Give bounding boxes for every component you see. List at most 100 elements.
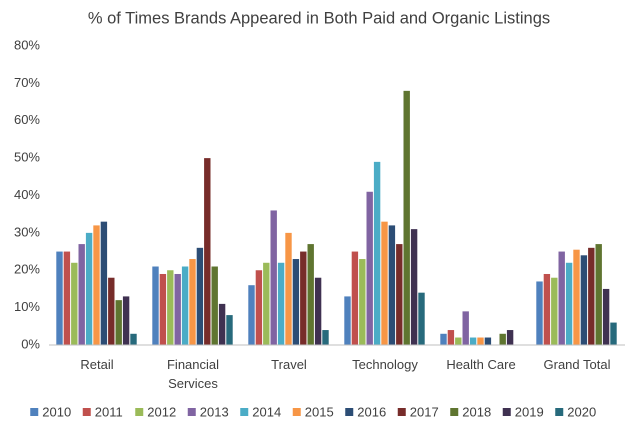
x-tick-label: Travel (271, 357, 307, 372)
x-tick-label: Financial Services (166, 357, 220, 391)
bar (85, 232, 93, 345)
bar (314, 277, 322, 345)
legend-swatch (82, 408, 91, 416)
y-tick-label: 80% (14, 37, 40, 52)
bar (218, 303, 226, 345)
bar (558, 251, 565, 345)
legend-swatch (450, 408, 459, 416)
bar (381, 221, 388, 345)
bar (366, 191, 373, 345)
bar (277, 262, 285, 345)
legend-label: 2020 (567, 404, 596, 419)
bar (307, 244, 314, 345)
legend-label: 2013 (200, 404, 229, 419)
chart-title: % of Times Brands Appeared in Both Paid … (88, 9, 550, 27)
bar (226, 315, 233, 345)
bar (351, 251, 359, 345)
bar (565, 262, 573, 345)
legend-label: 2018 (462, 404, 491, 419)
bar (499, 333, 506, 345)
bar (100, 221, 108, 345)
bar (610, 322, 617, 345)
bar (63, 251, 71, 345)
y-tick-label: 70% (14, 75, 40, 90)
bar (396, 244, 403, 345)
bar (130, 333, 137, 345)
legend-label: 2019 (515, 404, 544, 419)
bar (181, 266, 189, 345)
bar (285, 232, 292, 345)
bar (573, 249, 580, 345)
bar (196, 247, 204, 345)
legend-swatch (397, 408, 406, 416)
bar (506, 330, 514, 345)
x-tick-label: Health Care (446, 357, 516, 372)
legend-label: 2014 (252, 404, 281, 419)
bar (580, 255, 588, 345)
legend-swatch (135, 408, 144, 416)
bar (56, 251, 63, 345)
bar (322, 330, 329, 345)
bar (410, 229, 418, 345)
bar (536, 281, 543, 345)
bar (300, 251, 307, 345)
bar (477, 337, 484, 345)
bar (588, 247, 595, 345)
bar (543, 273, 551, 345)
legend-label: 2017 (410, 404, 439, 419)
legend-swatch (240, 408, 249, 416)
legend-swatch (345, 408, 354, 416)
bar (108, 277, 115, 345)
x-tick-label: Retail (80, 357, 114, 372)
y-tick-label: 40% (14, 187, 40, 202)
bar (159, 273, 167, 345)
bar (174, 273, 181, 345)
bar (373, 161, 381, 345)
y-tick-label: 50% (14, 150, 40, 165)
bar (167, 270, 174, 345)
bar (292, 259, 300, 345)
bar (440, 333, 447, 345)
bar (204, 158, 211, 345)
legend-swatch (187, 408, 196, 416)
bar (484, 337, 492, 345)
bar (189, 259, 196, 345)
x-tick-label: Technology (352, 357, 418, 372)
y-tick-label: 20% (14, 262, 40, 277)
legend-label: 2012 (147, 404, 176, 419)
bar (248, 285, 255, 345)
bar (270, 210, 277, 345)
legend-swatch (555, 408, 564, 416)
legend-label: 2010 (42, 404, 71, 419)
bar (469, 337, 477, 345)
bar (263, 262, 270, 345)
legend-label: 2016 (357, 404, 386, 419)
bar (418, 292, 425, 345)
bar (211, 266, 218, 345)
y-tick-label: 60% (14, 112, 40, 127)
bar (71, 262, 78, 345)
bar (255, 270, 263, 345)
x-tick-label: Grand Total (543, 357, 611, 372)
legend-swatch (292, 408, 301, 416)
legend-label: 2011 (95, 404, 123, 419)
legend-swatch (502, 408, 511, 416)
bar (462, 311, 469, 345)
bar (455, 337, 462, 345)
bar (388, 225, 396, 345)
bar (595, 244, 602, 345)
bar (115, 300, 122, 345)
bar (359, 259, 366, 345)
bar (152, 266, 159, 345)
bar (602, 288, 610, 345)
bar (344, 296, 351, 345)
y-tick-label: 0% (21, 336, 40, 351)
bar (78, 244, 85, 345)
legend-label: 2015 (305, 404, 334, 419)
y-tick-label: 30% (14, 224, 40, 239)
bar (122, 296, 130, 345)
bar (447, 330, 455, 345)
legend-swatch (30, 408, 39, 416)
